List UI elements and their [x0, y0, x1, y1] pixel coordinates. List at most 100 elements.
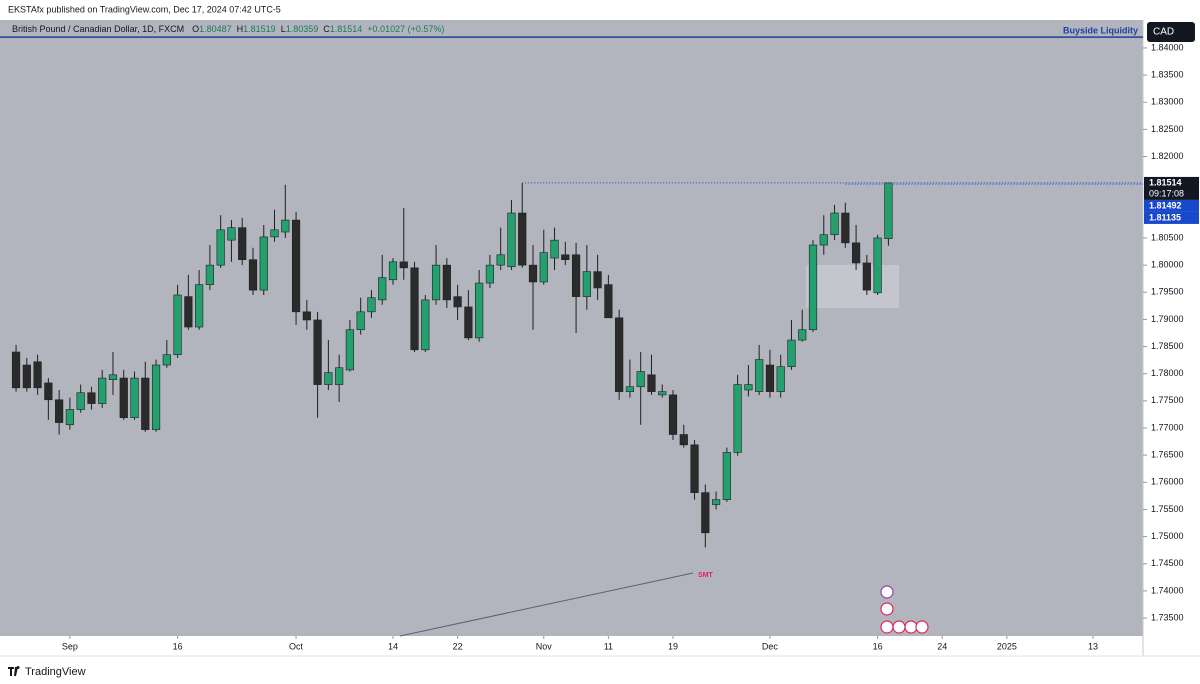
candle-body: [216, 229, 225, 266]
candle-body: [378, 277, 387, 301]
candle-body: [442, 264, 451, 301]
y-tick-label: 1.74500: [1151, 558, 1184, 568]
candle-body: [593, 271, 602, 289]
candle-body: [151, 364, 161, 430]
candle-body: [324, 372, 333, 385]
x-tick-label: 11: [604, 641, 613, 651]
candle-body: [528, 264, 538, 283]
y-tick-label: 1.83500: [1151, 69, 1184, 79]
highlight-box: [806, 265, 899, 308]
price-marker-label: 1.81492: [1149, 200, 1182, 210]
candle-body: [76, 392, 85, 410]
candle-body: [550, 239, 559, 259]
plot-background: [0, 20, 1143, 636]
x-tick-label: 16: [173, 641, 183, 651]
candle-body: [65, 409, 74, 426]
candle-body: [248, 259, 258, 291]
candle-body: [55, 399, 64, 423]
x-tick-label: 13: [1088, 641, 1098, 651]
candle-body: [22, 364, 31, 389]
candle-body: [701, 492, 710, 534]
x-tick-label: 16: [873, 641, 883, 651]
candle-body: [539, 252, 548, 283]
y-tick-label: 1.80000: [1151, 260, 1184, 270]
y-tick-label: 1.74000: [1151, 585, 1184, 595]
candle-body: [184, 296, 193, 328]
candle-body: [884, 182, 893, 239]
candle-body: [335, 367, 344, 385]
candle-body: [496, 254, 505, 266]
candle-body: [141, 377, 150, 430]
candle-body: [367, 297, 376, 313]
candle-body: [668, 394, 678, 435]
candle-body: [98, 377, 107, 404]
x-tick-label: Sep: [62, 641, 78, 651]
x-tick-label: 24: [937, 641, 947, 651]
candle-body: [313, 319, 322, 385]
y-tick-label: 1.75500: [1151, 504, 1184, 514]
x-tick-label: 19: [668, 641, 678, 651]
candle-body: [604, 284, 613, 319]
x-tick-label: 22: [453, 641, 463, 651]
candle-body: [636, 371, 645, 388]
change: +0.01027 (+0.57%): [367, 24, 444, 34]
candle-body: [345, 329, 355, 371]
candle-body: [798, 329, 807, 341]
event-icon: [892, 620, 906, 634]
candle-body: [130, 377, 139, 418]
y-tick-label: 1.77000: [1151, 422, 1184, 432]
y-tick-label: 1.77500: [1151, 395, 1184, 405]
buyside-label: Buyside Liquidity: [1063, 25, 1138, 35]
candle-body: [238, 227, 247, 261]
candle-body: [658, 391, 667, 396]
ohlc-value: 1.80359: [286, 24, 319, 34]
y-tick-label: 1.82000: [1151, 151, 1184, 161]
candle-body: [464, 306, 473, 339]
price-marker-label: 1.81514: [1149, 177, 1182, 187]
publisher-line: EKSTAfx published on TradingView.com, De…: [8, 4, 281, 14]
smt-label: SMT: [698, 572, 714, 579]
x-tick-label: 14: [388, 641, 398, 651]
candle-body: [431, 264, 441, 301]
candle-body: [33, 361, 42, 389]
candle-body: [615, 317, 624, 392]
candle-body: [227, 227, 236, 241]
price-marker: [1144, 211, 1199, 224]
candle-body: [744, 384, 753, 391]
candle-body: [808, 244, 818, 331]
x-tick-label: Oct: [289, 641, 304, 651]
candle-body: [195, 284, 204, 328]
candle-body: [119, 377, 128, 418]
candle-body: [11, 351, 21, 389]
candle-body: [733, 384, 742, 453]
candle-body: [841, 212, 850, 244]
candle-body: [711, 499, 721, 505]
candle-body: [205, 264, 215, 285]
candle-body: [44, 382, 53, 401]
candle-body: [475, 282, 484, 339]
candle-body: [571, 254, 581, 297]
y-tick-label: 1.76500: [1151, 450, 1184, 460]
y-tick-label: 1.82500: [1151, 124, 1184, 134]
candle-body: [873, 237, 882, 294]
candle-body: [270, 229, 279, 238]
ohlc-value: 1.81514: [330, 24, 363, 34]
y-tick-label: 1.73500: [1151, 612, 1184, 622]
candle-body: [410, 267, 419, 351]
smt-line: [399, 572, 694, 637]
y-tick-label: 1.75000: [1151, 531, 1184, 541]
candle-body: [679, 434, 688, 446]
candle-body: [259, 236, 268, 291]
currency-button[interactable]: [1147, 22, 1195, 42]
y-tick-label: 1.78000: [1151, 368, 1184, 378]
candle-body: [399, 261, 408, 269]
candle-body: [162, 354, 171, 366]
candle-body: [173, 294, 182, 356]
price-marker: [1144, 199, 1199, 212]
candle-body: [421, 299, 430, 351]
y-tick-label: 1.79000: [1151, 314, 1184, 324]
ohlc-letter: O: [192, 24, 199, 34]
candle-body: [776, 366, 785, 392]
ohlc-letter: H: [237, 24, 244, 34]
